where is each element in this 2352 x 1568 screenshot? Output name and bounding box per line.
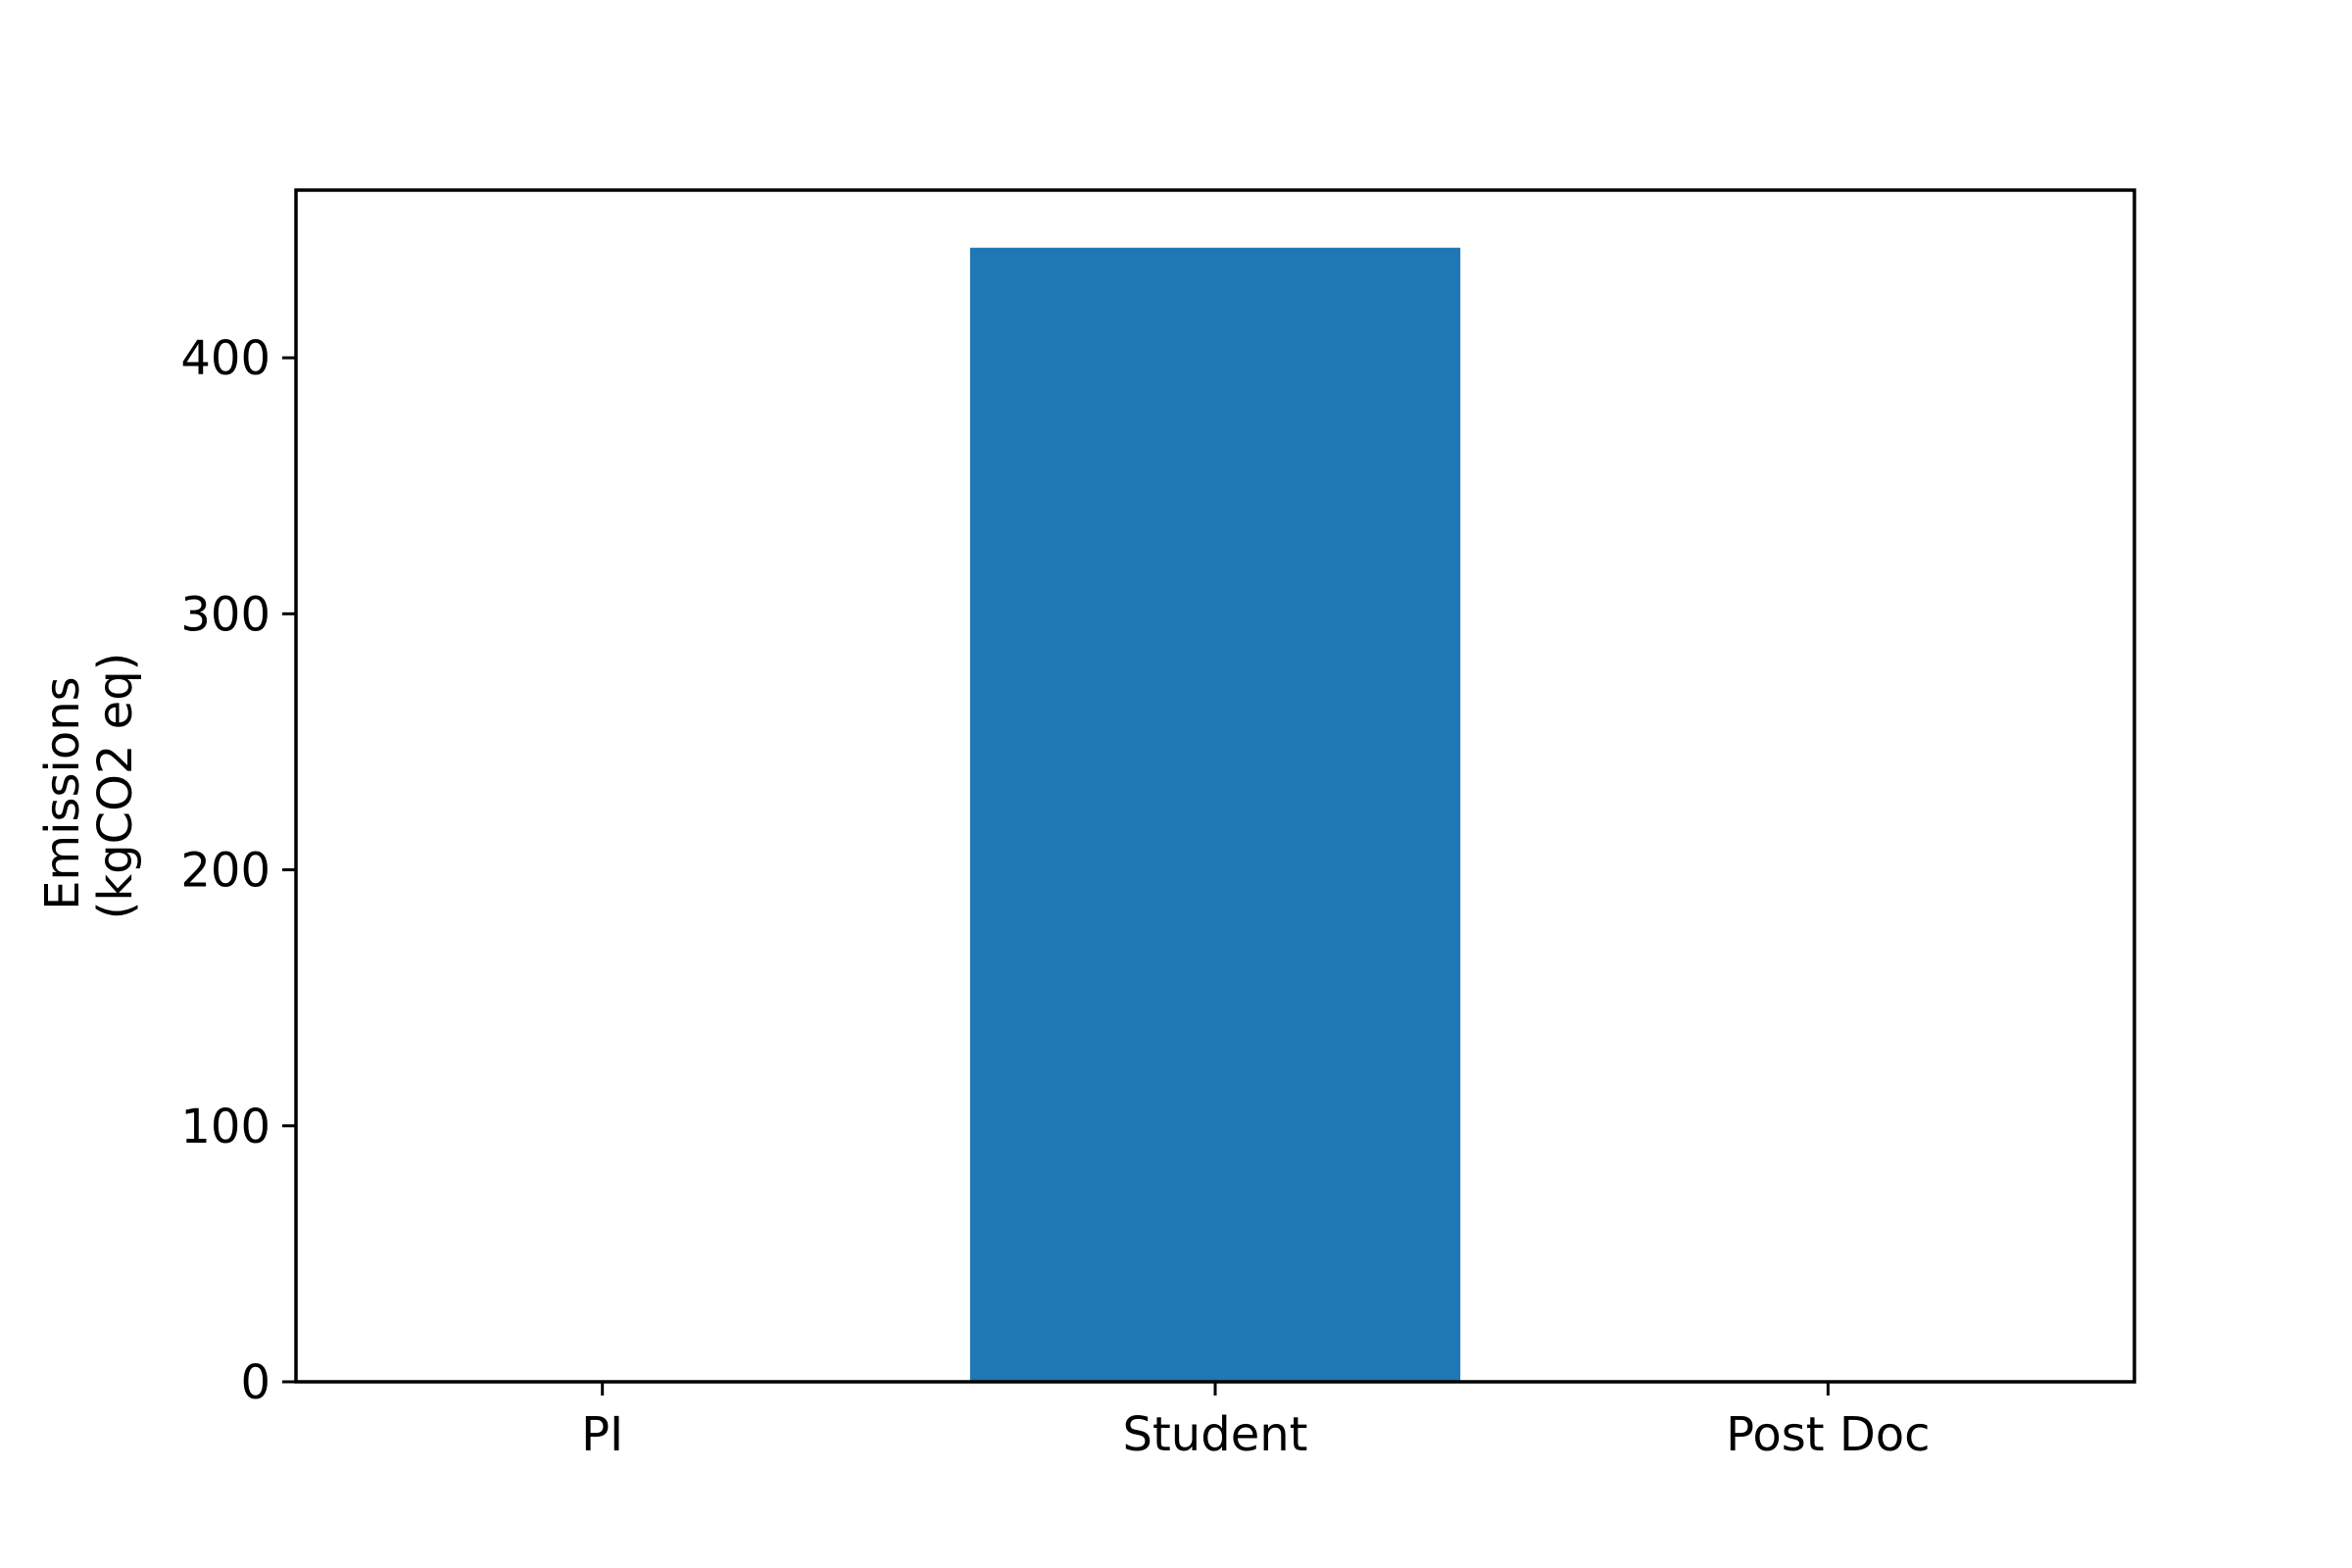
y-axis-ticks: 0 100 200 300 400 [180,331,296,1410]
plot-frame [294,188,2136,1384]
y-tick-label: 0 [240,1355,270,1410]
y-axis-label-line-2: (kgCO2 eq) [88,653,143,920]
x-tick-label: Student [1123,1407,1308,1462]
x-tick-label: Post Doc [1726,1407,1930,1462]
y-axis-label-line-1: Emissions [35,676,90,910]
y-tick-label: 200 [180,844,270,899]
bar-student [969,247,1461,1382]
y-tick-label: 300 [180,587,270,642]
y-axis-label: Emissions (kgCO2 eq) [35,653,143,920]
x-axis-ticks: PI Student Post Doc [581,1382,1931,1462]
x-tick-label: PI [581,1407,623,1462]
y-tick-label: 400 [180,331,270,386]
bars-group [969,247,1461,1382]
y-tick-label: 100 [180,1100,270,1154]
